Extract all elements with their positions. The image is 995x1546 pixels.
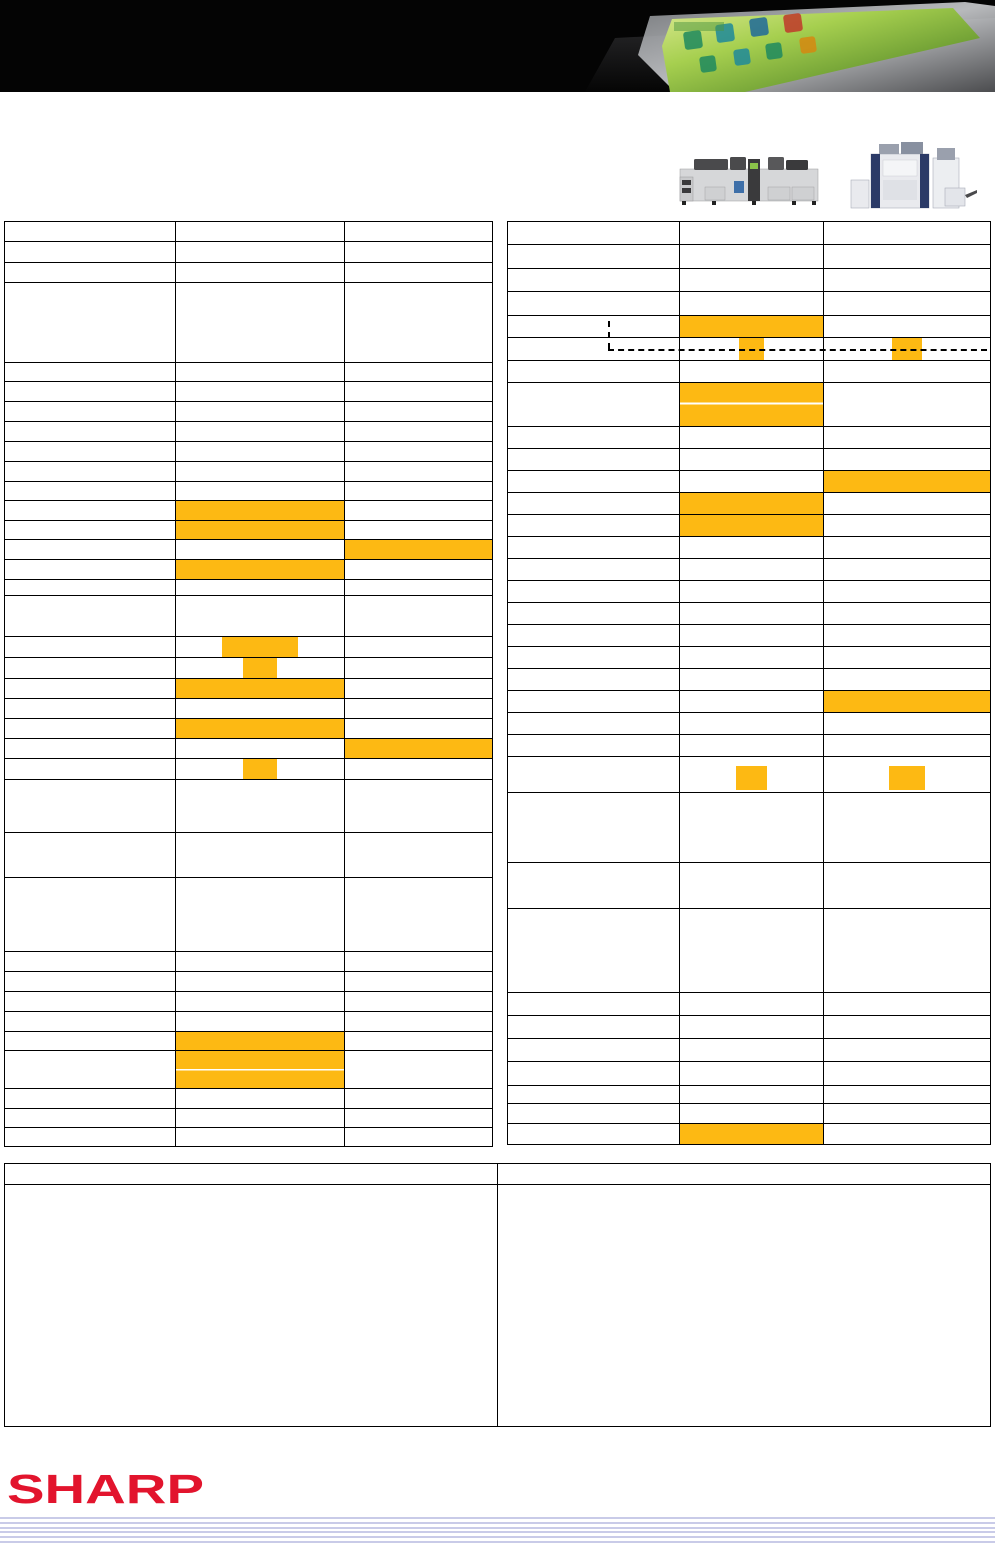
svg-text:SHARP: SHARP	[7, 1470, 204, 1512]
